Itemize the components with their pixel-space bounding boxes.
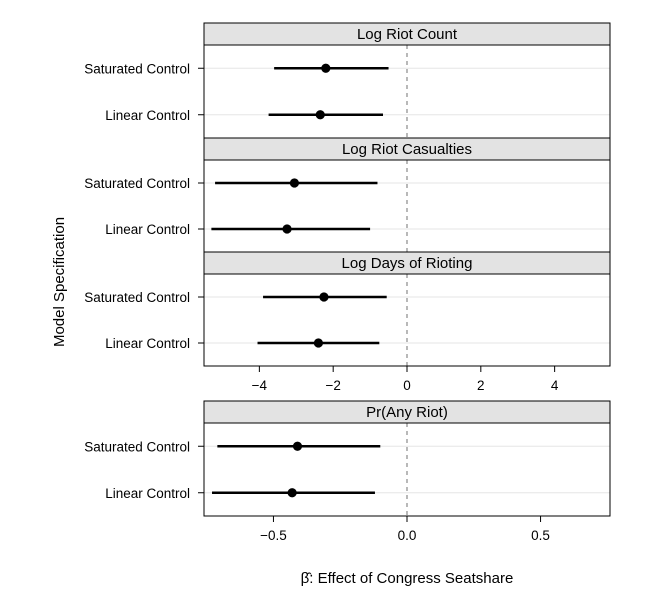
y-tick-label: Linear Control <box>105 108 190 123</box>
x-tick-label: −4 <box>252 378 268 393</box>
panels-group: Log Riot Count Saturated Control Linear Co… <box>84 22 611 543</box>
point-estimate <box>321 63 331 73</box>
panel-frame <box>203 273 611 367</box>
x-tick-label: 0.0 <box>398 528 417 543</box>
y-tick-label: Linear Control <box>105 336 190 351</box>
x-tick-label: −0.5 <box>260 528 287 543</box>
x-tick-label: −2 <box>325 378 340 393</box>
panel-title: Pr(Any Riot) <box>366 404 448 421</box>
x-tick-label: 0 <box>403 378 411 393</box>
point-estimate <box>313 338 324 348</box>
y-tick-label: Saturated Control <box>84 439 190 454</box>
point-estimate <box>292 441 303 451</box>
point-estimate <box>289 178 300 188</box>
panel-title: Log Days of Rioting <box>342 255 473 272</box>
point-estimate <box>315 110 325 120</box>
panel-title: Log Riot Count <box>357 26 458 43</box>
panel-3: Log Days of Rioting Saturated Control Line… <box>84 251 611 393</box>
y-tick-label: Linear Control <box>105 486 190 501</box>
x-tick-label: 4 <box>551 378 559 393</box>
panel-frame <box>203 159 611 253</box>
x-axis-title: β̂: Effect of Congress Seatshare <box>301 570 514 587</box>
point-estimate <box>282 224 292 234</box>
y-tick-label: Linear Control <box>105 222 190 237</box>
panel-frame <box>203 422 611 517</box>
y-tick-label: Saturated Control <box>84 290 190 305</box>
panel-4: Pr(Any Riot) Saturated Control Linear Cont… <box>84 400 611 543</box>
y-tick-label: Saturated Control <box>84 61 190 76</box>
point-estimate <box>287 488 297 498</box>
x-tick-label: 0.5 <box>531 528 550 543</box>
point-estimate <box>319 292 329 302</box>
panel-frame <box>203 44 611 139</box>
y-tick-label: Saturated Control <box>84 176 190 191</box>
panel-1: Log Riot Count Saturated Control Linear Co… <box>84 22 611 139</box>
panel-title: Log Riot Casualties <box>342 141 472 158</box>
y-axis-title: Model Specification <box>51 217 68 347</box>
x-tick-label: 2 <box>477 378 485 393</box>
panel-2: Log Riot Casualties Saturated Control Line… <box>84 137 611 253</box>
